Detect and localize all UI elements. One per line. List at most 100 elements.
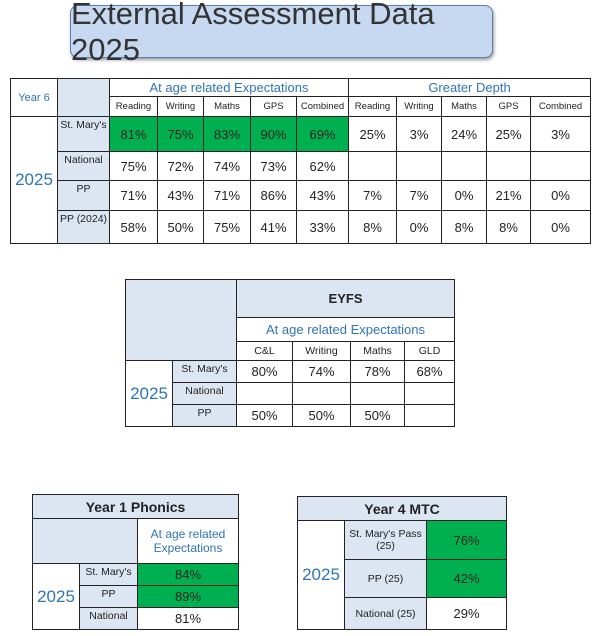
table-row: 2025 St. Mary's Pass (25) 76% <box>297 520 508 630</box>
value-cell: 29% <box>425 597 508 630</box>
column-header: GPS <box>250 96 297 117</box>
table-row: PP 50% 50% 50% <box>126 404 456 427</box>
value-cell: 80% <box>236 360 293 383</box>
table-row: National 75% 72% 74% 73% 62% <box>11 151 592 181</box>
value-cell: 50% <box>236 404 293 427</box>
column-header: Maths <box>441 96 487 117</box>
year-label: 2025 <box>32 563 80 630</box>
value-cell <box>350 382 405 405</box>
mtc-table: Year 4 MTC 2025 St. Mary's Pass (25) 76% PP… <box>296 496 508 630</box>
eyfs-are-header: At age related Expectations <box>235 317 456 342</box>
phonics-table: Year 1 Phonics At age related Expectatio… <box>31 494 240 630</box>
table-row: National 81% <box>33 607 240 630</box>
value-cell: 75% <box>157 116 204 152</box>
value-cell: 58% <box>109 210 158 244</box>
phonics-title: Year 1 Phonics <box>31 494 240 519</box>
table-row: 2025 St. Mary's 84% <box>32 563 240 630</box>
value-cell: 21% <box>486 180 531 211</box>
value-cell: 0% <box>529 210 592 244</box>
value-cell: 3% <box>529 116 592 152</box>
value-cell: 24% <box>441 116 487 152</box>
value-cell: 68% <box>403 360 456 383</box>
value-cell <box>441 151 487 181</box>
table-row: PP 71% 43% 71% 86% 43% 7% 7% 0% 21% 0% <box>11 180 592 211</box>
table-row: 2025 St. Mary's 80% 74% 78% 68% <box>125 360 456 427</box>
column-header: GLD <box>403 341 456 361</box>
value-cell: 41% <box>250 210 297 244</box>
column-header: Writing <box>396 96 442 117</box>
value-cell: 42% <box>425 559 508 598</box>
table-row: National (25) 29% <box>298 597 508 630</box>
value-cell: 74% <box>292 360 351 383</box>
value-cell: 72% <box>157 151 204 181</box>
value-cell: 75% <box>109 151 158 181</box>
column-header: Writing <box>157 96 204 117</box>
value-cell: 33% <box>296 210 349 244</box>
value-cell: 3% <box>396 116 442 152</box>
row-label: PP <box>79 585 138 608</box>
value-cell: 73% <box>250 151 297 181</box>
value-cell: 50% <box>350 404 405 427</box>
row-label: PP <box>172 404 237 427</box>
row-label: PP (2024) <box>57 210 110 244</box>
year-label: 2025 <box>297 520 345 630</box>
value-cell: 84% <box>136 563 240 586</box>
value-cell <box>486 151 531 181</box>
value-cell: 71% <box>203 180 251 211</box>
value-cell <box>396 151 442 181</box>
value-cell: 71% <box>109 180 158 211</box>
column-header: Maths <box>350 341 405 361</box>
row-label: St. Mary's <box>57 116 110 152</box>
column-header: GPS <box>486 96 531 117</box>
value-cell: 50% <box>292 404 351 427</box>
value-cell: 8% <box>441 210 487 244</box>
gd-header: Greater Depth <box>347 78 592 97</box>
value-cell: 50% <box>157 210 204 244</box>
row-label: National <box>172 382 237 405</box>
value-cell: 8% <box>348 210 397 244</box>
eyfs-title: EYFS <box>235 279 456 318</box>
value-cell: 25% <box>348 116 397 152</box>
value-cell: 0% <box>441 180 487 211</box>
table-row: PP 89% <box>33 585 240 608</box>
value-cell: 86% <box>250 180 297 211</box>
blank-cell <box>57 78 110 117</box>
value-cell: 76% <box>425 520 508 560</box>
value-cell: 43% <box>157 180 204 211</box>
row-label: PP <box>57 180 110 211</box>
row-label: National <box>79 607 138 630</box>
table-row: National <box>126 382 456 405</box>
year6-label: Year 6 <box>10 78 58 117</box>
value-cell: 0% <box>529 180 592 211</box>
year-label: 2025 <box>125 360 173 427</box>
value-cell <box>529 151 592 181</box>
row-label: PP (25) <box>344 559 427 598</box>
value-cell: 8% <box>486 210 531 244</box>
mtc-title: Year 4 MTC <box>296 496 508 521</box>
column-header: C&L <box>236 341 293 361</box>
value-cell: 81% <box>136 607 240 630</box>
value-cell <box>348 151 397 181</box>
row-label: St. Mary's Pass (25) <box>344 520 427 560</box>
value-cell: 89% <box>136 585 240 608</box>
year-label: 2025 <box>10 116 58 244</box>
column-header: Combined <box>296 96 349 117</box>
value-cell <box>236 382 293 405</box>
value-cell <box>403 404 456 427</box>
blank-cell <box>32 518 138 564</box>
value-cell <box>403 382 456 405</box>
row-label: St. Mary's <box>79 563 138 586</box>
value-cell: 81% <box>109 116 158 152</box>
year6-table: Year 6 At age related Expectations Great… <box>10 78 592 244</box>
value-cell: 7% <box>348 180 397 211</box>
value-cell <box>292 382 351 405</box>
table-row: 2025 St. Mary's 81% 75% 83% 90% 69% 25% 3% 24% 25%… <box>10 116 592 244</box>
value-cell: 90% <box>250 116 297 152</box>
row-label: St. Mary's <box>172 360 237 383</box>
value-cell: 7% <box>396 180 442 211</box>
row-label: National (25) <box>344 597 427 630</box>
value-cell: 25% <box>486 116 531 152</box>
column-header: Writing <box>292 341 351 361</box>
value-cell: 69% <box>296 116 349 152</box>
column-header: Maths <box>203 96 251 117</box>
